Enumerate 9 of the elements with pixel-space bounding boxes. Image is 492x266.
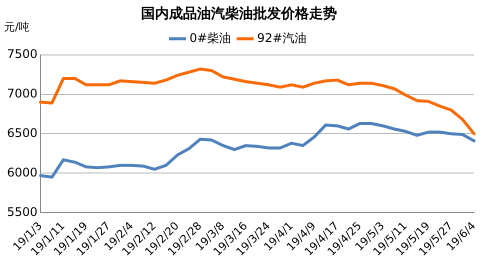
y-axis-title: 元/吨 [4, 20, 30, 34]
legend-label: 0#柴油 [189, 30, 232, 45]
y-tick-label: 6500 [6, 126, 38, 140]
y-tick-label: 7500 [6, 46, 38, 61]
y-tick-label: 5500 [6, 204, 38, 219]
chart-title: 国内成品油汽柴油批发价格走势 [141, 6, 337, 22]
y-tick-label: 6000 [6, 165, 38, 180]
y-tick-label: 7000 [6, 86, 38, 100]
legend-label: 92#汽油 [257, 30, 307, 45]
